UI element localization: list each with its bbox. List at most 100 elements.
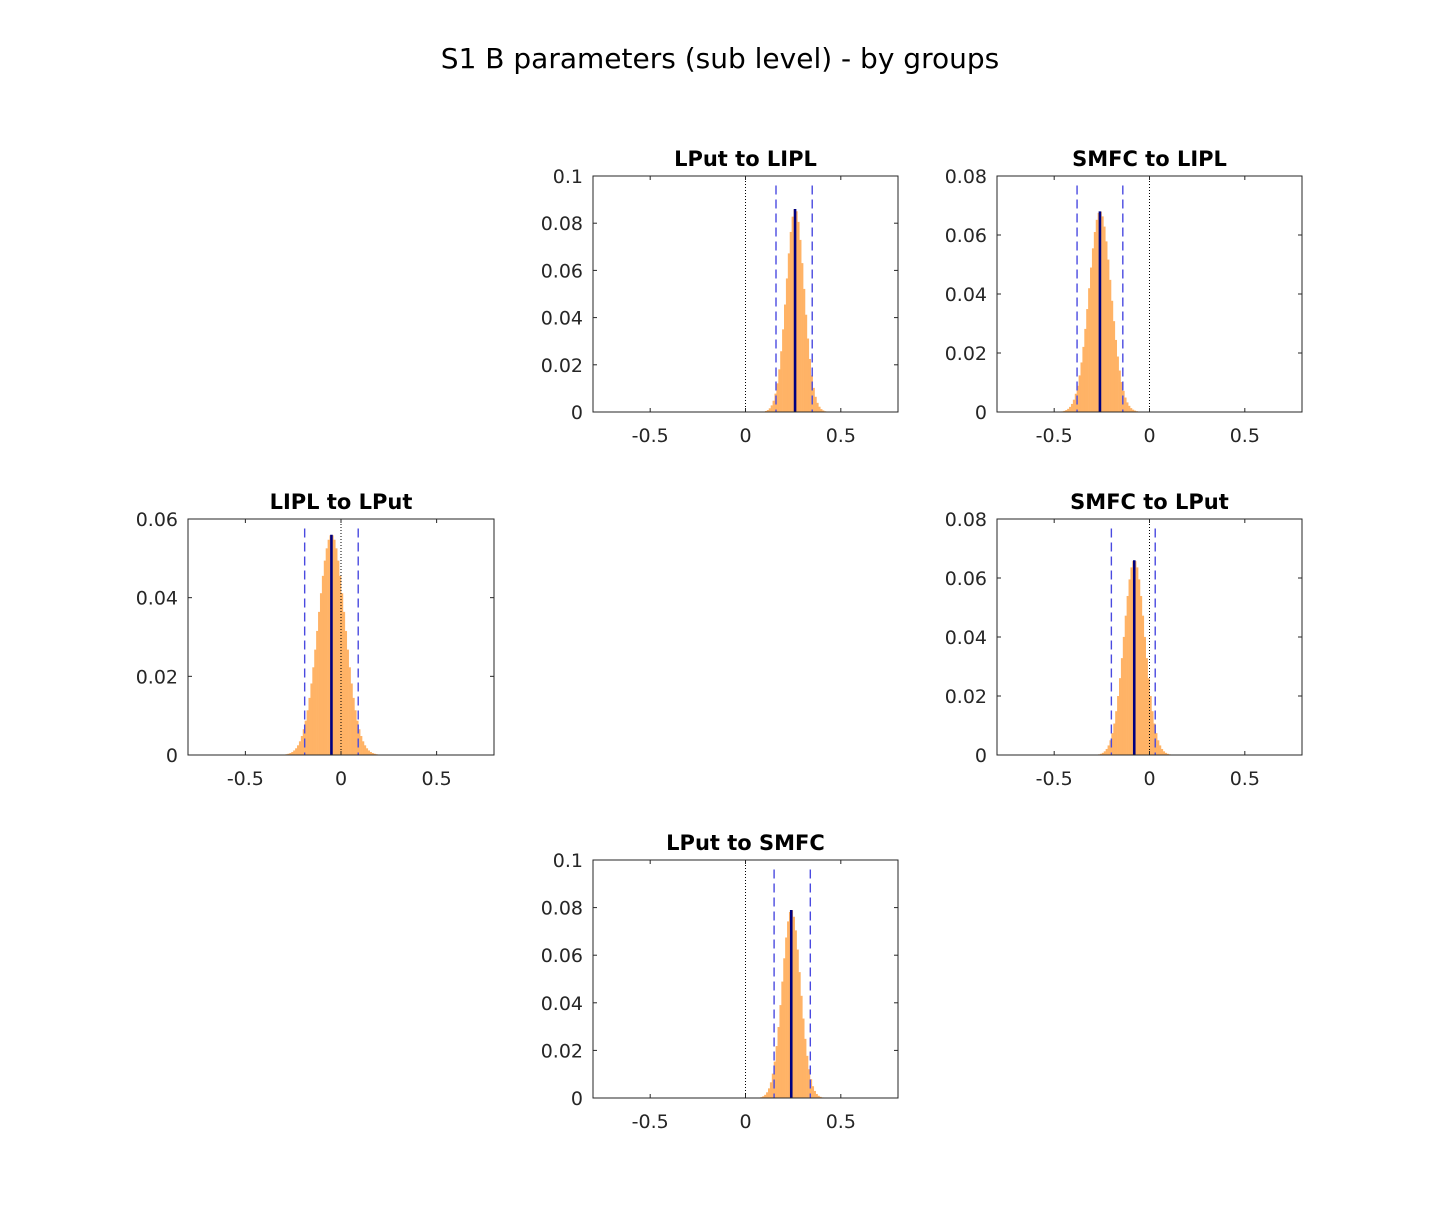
y-tick-label: 0.08 xyxy=(541,213,583,235)
histogram-bar xyxy=(804,1038,807,1098)
histogram-bar xyxy=(369,751,372,755)
subplot-5: -0.5 0 0.5 0 0.02 0.04 0.06 0.08 0.1 LPut to SMFC xyxy=(541,831,899,1133)
histogram-bar xyxy=(1115,711,1118,755)
x-tick-label: 0.5 xyxy=(826,425,856,447)
histogram-bar xyxy=(801,263,804,412)
histogram-bar xyxy=(785,278,789,412)
histogram-bar xyxy=(337,560,340,755)
histogram-bar xyxy=(1120,381,1123,412)
x-tick-label: 0.5 xyxy=(826,1111,856,1133)
histogram-bar xyxy=(1139,595,1143,755)
histogram-bar xyxy=(799,239,802,412)
y-tick-label: 0.02 xyxy=(541,1040,583,1062)
histogram-bar xyxy=(764,410,768,412)
histogram-bar xyxy=(818,406,821,412)
y-tick-label: 0.04 xyxy=(945,284,987,306)
histogram-bar xyxy=(308,697,311,755)
x-tick-label: 0 xyxy=(739,1111,751,1133)
histogram-bar xyxy=(356,720,359,755)
histogram-bar xyxy=(327,539,330,755)
subplot-title: LIPL to LPut xyxy=(270,490,413,514)
histogram-bar xyxy=(782,329,785,412)
histogram-bar xyxy=(1149,696,1152,755)
y-tick-label: 0 xyxy=(571,402,583,424)
histogram-bar xyxy=(352,697,355,755)
histogram-bar xyxy=(287,753,290,755)
histogram-bar xyxy=(371,753,374,755)
histogram-bar xyxy=(1126,595,1129,755)
histogram-bar xyxy=(1133,410,1137,412)
histogram-bar xyxy=(784,304,787,412)
histogram-bar xyxy=(1128,405,1131,412)
histogram-bar xyxy=(778,369,781,412)
histogram-bar xyxy=(1159,745,1162,755)
histogram-bar xyxy=(1110,300,1114,412)
y-tick-label: 0.04 xyxy=(136,588,178,610)
y-tick-label: 0.08 xyxy=(945,166,987,188)
histogram-bar xyxy=(310,683,313,755)
histogram-bar xyxy=(777,1027,780,1098)
subplot-title: LPut to SMFC xyxy=(666,831,825,855)
y-tick-label: 0 xyxy=(166,745,178,767)
histogram-bar xyxy=(787,253,791,412)
histogram-bar xyxy=(1107,259,1110,412)
histogram-bar xyxy=(773,1061,776,1098)
histogram-bar xyxy=(291,751,294,755)
histogram-bar xyxy=(809,1079,813,1098)
y-tick-label: 0.02 xyxy=(541,355,583,377)
histogram-bar xyxy=(344,630,348,755)
histogram-bar xyxy=(792,916,795,1098)
histogram-bar xyxy=(785,937,788,1098)
histogram-bar xyxy=(323,560,326,755)
x-tick-label: -0.5 xyxy=(632,425,669,447)
histogram-bar xyxy=(1105,748,1108,755)
y-tick-label: 0 xyxy=(975,745,987,767)
histogram-bar xyxy=(348,667,351,755)
histogram-bar xyxy=(306,710,309,755)
histogram-bar xyxy=(800,995,803,1098)
histogram-bar xyxy=(1124,397,1127,412)
histogram-bar xyxy=(817,1095,820,1098)
histogram-bar xyxy=(798,972,801,1098)
histogram-bar xyxy=(298,741,302,755)
histogram-bar xyxy=(346,649,349,755)
histogram-bar xyxy=(1074,393,1077,412)
y-tick-label: 0.06 xyxy=(541,945,583,967)
histogram-bar xyxy=(354,710,357,755)
x-tick-label: 0.5 xyxy=(1230,768,1260,790)
y-tick-label: 0.1 xyxy=(553,850,583,872)
y-tick-label: 0.08 xyxy=(541,898,583,920)
histogram-bar xyxy=(1099,753,1103,755)
y-tick-label: 0 xyxy=(571,1088,583,1110)
histogram-bar xyxy=(333,539,336,755)
histogram-bar xyxy=(802,1018,805,1098)
histogram-bar xyxy=(1130,567,1133,755)
histogram-bar xyxy=(789,231,792,412)
histogram-bar xyxy=(289,753,292,755)
histogram-bar xyxy=(342,611,346,755)
histogram-bar xyxy=(1107,745,1110,755)
histogram-bar xyxy=(767,1088,771,1098)
histogram-bar xyxy=(1160,748,1164,755)
histogram xyxy=(1098,561,1171,755)
histogram-bar xyxy=(804,314,808,412)
histogram-bar xyxy=(1076,385,1079,412)
histogram-bar xyxy=(1084,328,1087,412)
histogram-bar xyxy=(1153,723,1156,755)
x-tick-label: -0.5 xyxy=(1036,425,1073,447)
histogram-bar xyxy=(373,753,376,755)
histogram-bar xyxy=(772,400,775,412)
x-tick-label: 0 xyxy=(1143,768,1155,790)
histogram-bar xyxy=(1088,288,1091,412)
histogram-bar xyxy=(360,736,363,755)
histogram-bar xyxy=(791,216,794,412)
y-tick-label: 0.02 xyxy=(945,343,987,365)
histogram-bar xyxy=(1069,406,1072,412)
histogram-bar xyxy=(803,288,806,412)
histogram-bar xyxy=(769,1082,773,1098)
histogram-bar xyxy=(780,351,783,412)
histogram-bar xyxy=(1157,740,1160,755)
histogram-bar xyxy=(776,383,779,412)
histogram-bar xyxy=(1147,678,1150,755)
